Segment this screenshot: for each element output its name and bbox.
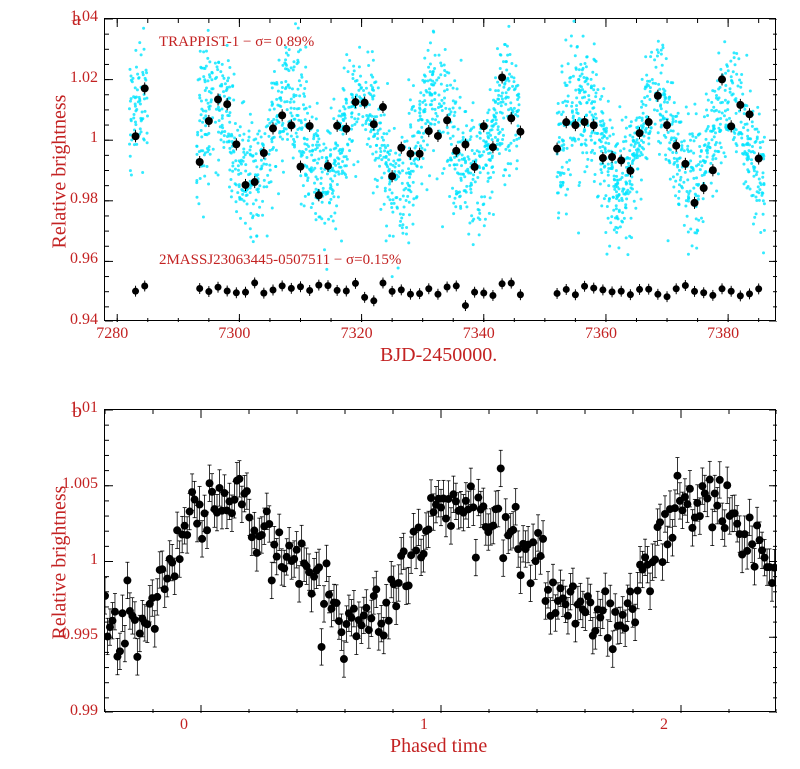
annotation: TRAPPIST-1 − σ= 0.89% xyxy=(159,34,314,51)
panel-b-xlabel: Phased time xyxy=(390,735,487,758)
ytick-label: 1.04 xyxy=(70,8,98,26)
ytick-label: 0.96 xyxy=(70,250,98,268)
xtick-label: 1 xyxy=(420,716,428,734)
ytick-label: 1.005 xyxy=(62,475,98,493)
ytick-label: 0.99 xyxy=(70,702,98,720)
ytick-label: 1.02 xyxy=(70,69,98,87)
ytick-label: 1 xyxy=(90,551,98,569)
xtick-label: 7320 xyxy=(341,325,373,343)
ytick-label: 0.94 xyxy=(70,311,98,329)
figure: a Relative brightness BJD-2450000. b Rel… xyxy=(0,0,800,769)
annotation: 2MASSJ23063445-0507511 − σ=0.15% xyxy=(159,252,401,269)
xtick-label: 7300 xyxy=(218,325,250,343)
ytick-label: 1.01 xyxy=(70,399,98,417)
xtick-label: 0 xyxy=(180,716,188,734)
panel-a-plot xyxy=(104,18,776,321)
xtick-label: 7360 xyxy=(585,325,617,343)
xtick-label: 7340 xyxy=(463,325,495,343)
ytick-label: 0.98 xyxy=(70,190,98,208)
panel-b-plot xyxy=(104,409,776,712)
xtick-label: 7380 xyxy=(707,325,739,343)
ytick-label: 0.995 xyxy=(62,626,98,644)
xtick-label: 7280 xyxy=(96,325,128,343)
panel-a-ylabel: Relative brightness xyxy=(49,72,72,272)
panel-a-xlabel: BJD-2450000. xyxy=(380,344,497,367)
ytick-label: 1 xyxy=(90,129,98,147)
xtick-label: 2 xyxy=(660,716,668,734)
